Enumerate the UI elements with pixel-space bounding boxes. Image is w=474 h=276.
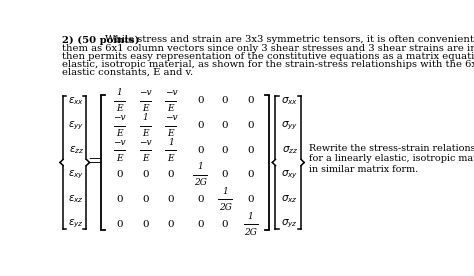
Text: 0: 0 [247, 195, 254, 204]
Text: E: E [117, 154, 123, 163]
Text: E: E [142, 154, 148, 163]
Text: E: E [167, 154, 174, 163]
Text: Rewrite the stress-strain relationships
for a linearly elastic, isotropic materi: Rewrite the stress-strain relationships … [309, 144, 474, 174]
Text: 0: 0 [222, 96, 228, 105]
Text: 0: 0 [117, 195, 123, 204]
Text: 1: 1 [248, 212, 254, 221]
Text: −v: −v [139, 138, 152, 147]
Text: =: = [87, 153, 102, 171]
Text: 0: 0 [197, 146, 204, 155]
Text: −v: −v [164, 113, 177, 122]
Text: E: E [117, 129, 123, 138]
Text: 0: 0 [197, 220, 204, 229]
Text: 0: 0 [247, 146, 254, 155]
Text: 0: 0 [167, 220, 174, 229]
Text: $\sigma_{yz}$: $\sigma_{yz}$ [282, 218, 298, 230]
Text: 0: 0 [197, 96, 204, 105]
Text: 0: 0 [222, 170, 228, 179]
Text: 1: 1 [198, 162, 203, 171]
Text: 0: 0 [197, 121, 204, 130]
Text: $\varepsilon_{xx}$: $\varepsilon_{xx}$ [68, 95, 84, 107]
Text: 0: 0 [222, 121, 228, 130]
Text: 1: 1 [142, 113, 148, 122]
Text: E: E [167, 104, 174, 113]
Text: E: E [167, 129, 174, 138]
Text: 0: 0 [247, 170, 254, 179]
Text: E: E [117, 104, 123, 113]
Text: 0: 0 [222, 146, 228, 155]
Text: 0: 0 [167, 170, 174, 179]
Text: elastic constants, E and v.: elastic constants, E and v. [63, 68, 193, 77]
Text: $\sigma_{xy}$: $\sigma_{xy}$ [281, 169, 299, 181]
Text: 0: 0 [142, 170, 148, 179]
Text: $\sigma_{xx}$: $\sigma_{xx}$ [281, 95, 299, 107]
Text: 0: 0 [167, 195, 174, 204]
Text: 0: 0 [117, 170, 123, 179]
Text: 1: 1 [222, 187, 228, 196]
Text: $\sigma_{zz}$: $\sigma_{zz}$ [282, 144, 298, 156]
Text: E: E [142, 129, 148, 138]
Text: $\varepsilon_{yy}$: $\varepsilon_{yy}$ [68, 119, 84, 132]
Text: −v: −v [139, 88, 152, 97]
Text: $\sigma_{xz}$: $\sigma_{xz}$ [282, 193, 298, 205]
Text: $\varepsilon_{xy}$: $\varepsilon_{xy}$ [68, 169, 84, 181]
Text: 1: 1 [117, 88, 123, 97]
Text: 0: 0 [142, 220, 148, 229]
Text: E: E [142, 104, 148, 113]
Text: 0: 0 [222, 220, 228, 229]
Text: −v: −v [164, 88, 177, 97]
Text: 0: 0 [117, 220, 123, 229]
Text: $\varepsilon_{zz}$: $\varepsilon_{zz}$ [69, 144, 84, 156]
Text: 2) (50 points): 2) (50 points) [63, 35, 143, 44]
Text: 0: 0 [247, 121, 254, 130]
Text: 0: 0 [142, 195, 148, 204]
Text: −v: −v [113, 113, 126, 122]
Text: −v: −v [113, 138, 126, 147]
Text: 0: 0 [247, 96, 254, 105]
Text: 2G: 2G [219, 203, 232, 212]
Text: $\sigma_{yy}$: $\sigma_{yy}$ [281, 119, 299, 132]
Text: them as 6x1 column vectors since only 3 shear stresses and 3 shear strains are i: them as 6x1 column vectors since only 3 … [63, 44, 474, 52]
Text: 0: 0 [197, 195, 204, 204]
Text: elastic, isotropic material, as shown for the strain-stress relationships with t: elastic, isotropic material, as shown fo… [63, 60, 474, 69]
Text: 1: 1 [168, 138, 174, 147]
Text: 2G: 2G [244, 227, 257, 237]
Text: then permits easy representation of the constitutive equations as a matrix equat: then permits easy representation of the … [63, 52, 474, 61]
Text: $\varepsilon_{xz}$: $\varepsilon_{xz}$ [68, 193, 84, 205]
Text: $\varepsilon_{yz}$: $\varepsilon_{yz}$ [68, 218, 84, 230]
Text: While stress and strain are 3x3 symmetric tensors, it is often convenient to rew: While stress and strain are 3x3 symmetri… [105, 35, 474, 44]
Text: 2G: 2G [194, 178, 207, 187]
